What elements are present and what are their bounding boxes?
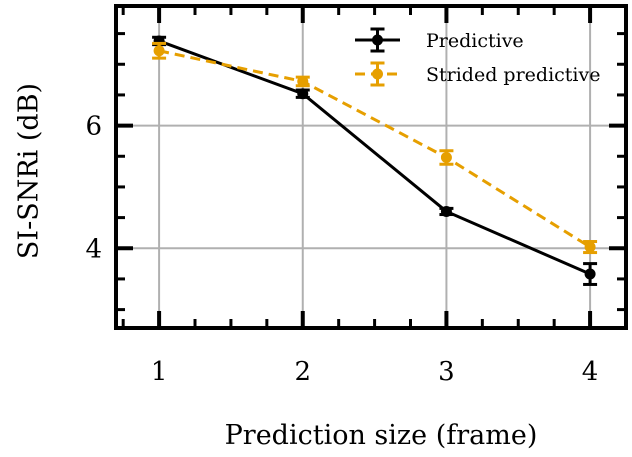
legend: Predictive Strided predictive	[355, 27, 600, 87]
y-tick-label-1: 4	[85, 234, 102, 264]
series-2-point-4	[584, 241, 596, 253]
series-2-point-1	[153, 45, 165, 57]
legend-label-1: Predictive	[426, 30, 524, 52]
x-tick-label-4: 4	[582, 357, 599, 387]
y-axis-label: SI-SNRi (dB)	[14, 83, 45, 259]
legend-label-2: Strided predictive	[426, 64, 600, 86]
grid-lines	[116, 6, 626, 328]
series-2	[152, 41, 598, 255]
x-axis-label: Prediction size (frame)	[225, 420, 538, 451]
x-tick-label-1: 1	[151, 357, 168, 387]
x-tick-label-3: 3	[438, 357, 455, 387]
series-2-point-2	[297, 75, 309, 87]
x-tick-label-2: 2	[294, 357, 311, 387]
plot-frame	[114, 4, 628, 330]
series-1-point-3	[440, 205, 452, 217]
legend-marker-2	[372, 68, 383, 80]
y-tick-label-2: 6	[85, 112, 102, 142]
series-1-point-4	[584, 268, 596, 280]
axis-ticks	[116, 6, 628, 328]
tick-labels: 1 2 3 4 4 6	[85, 112, 598, 387]
series-2-point-3	[440, 151, 452, 163]
series-2-line	[158, 49, 591, 249]
series-layer	[152, 35, 598, 286]
series-1-point-2	[297, 88, 309, 100]
legend-marker-1	[372, 34, 383, 46]
